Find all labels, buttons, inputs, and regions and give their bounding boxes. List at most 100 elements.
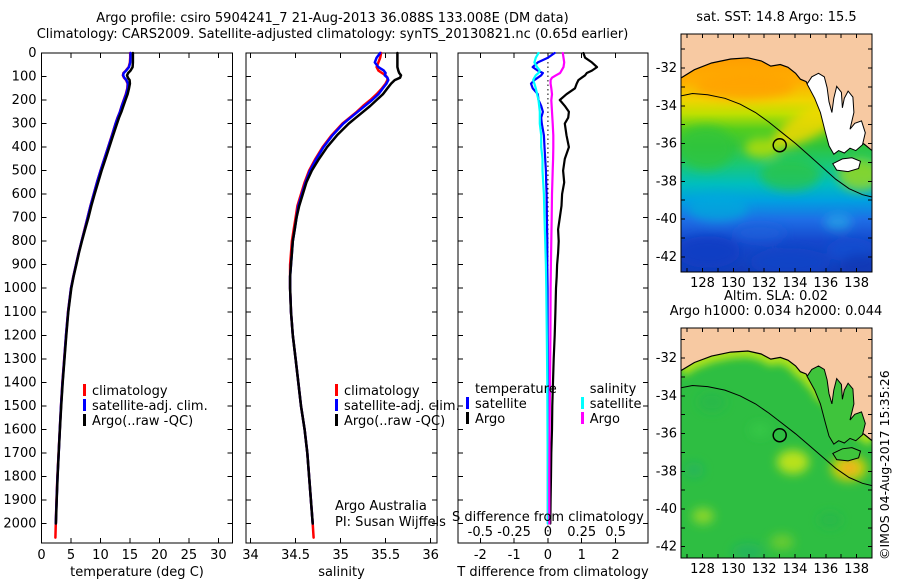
svg-text:1600: 1600	[3, 422, 36, 437]
red-line-swatch	[83, 384, 86, 396]
svg-text:134: 134	[783, 562, 808, 577]
svg-text:temperature (deg C): temperature (deg C)	[70, 565, 204, 580]
svg-text:1400: 1400	[3, 375, 36, 390]
legend-label: Argo(..raw -QC)	[92, 414, 194, 429]
svg-text:20: 20	[151, 548, 168, 563]
legend-label: satellite	[589, 397, 642, 412]
legend-item-satellite-t: satellite	[466, 397, 557, 412]
svg-text:900: 900	[12, 258, 37, 273]
legend-item-satellite-adj-clim: satellite-adj. clim.	[83, 399, 208, 414]
svg-text:400: 400	[12, 140, 37, 155]
blue-line-swatch	[466, 397, 469, 409]
svg-text:-40: -40	[656, 502, 677, 517]
svg-text:-36: -36	[656, 137, 677, 152]
svg-text:128: 128	[690, 276, 715, 291]
svg-text:600: 600	[12, 187, 37, 202]
red-line-swatch	[335, 384, 338, 396]
legend-header-temperature: temperature	[466, 382, 557, 397]
svg-text:1800: 1800	[3, 469, 36, 484]
svg-text:-0.25: -0.25	[497, 525, 531, 540]
svg-text:30: 30	[210, 548, 227, 563]
cyan-line-swatch	[580, 397, 584, 409]
svg-text:0: 0	[28, 46, 36, 61]
sla-title-line-2: Argo h1000: 0.034 h2000: 0.044	[669, 303, 883, 319]
black-line-swatch	[83, 414, 86, 426]
legend-item-argo: Argo(..raw -QC)	[335, 414, 460, 429]
svg-text:1200: 1200	[3, 328, 36, 343]
svg-text:-2: -2	[474, 548, 487, 563]
svg-text:S difference from climatology: S difference from climatology	[452, 510, 644, 525]
sla-map-title: Altim. SLA: 0.02 Argo h1000: 0.034 h2000…	[660, 289, 892, 319]
svg-text:5: 5	[67, 548, 75, 563]
svg-text:1700: 1700	[3, 446, 36, 461]
svg-text:134: 134	[783, 276, 808, 291]
svg-text:T difference from climatology: T difference from climatology	[456, 565, 649, 580]
svg-text:1900: 1900	[3, 493, 36, 508]
legend-header-label: salinity	[589, 382, 637, 397]
legend-label: Argo	[475, 412, 506, 427]
svg-text:34: 34	[242, 548, 259, 563]
legend-header-salinity: salinity	[581, 382, 642, 397]
svg-text:-42: -42	[656, 540, 677, 555]
svg-text:130: 130	[721, 562, 746, 577]
legend-label: Argo	[589, 412, 620, 427]
svg-text:132: 132	[752, 562, 777, 577]
salinity-legend: climatology satellite-adj. clim. Argo(..…	[335, 384, 460, 429]
svg-text:0.5: 0.5	[605, 525, 626, 540]
svg-text:136: 136	[813, 276, 838, 291]
svg-text:-32: -32	[656, 61, 677, 76]
magenta-line-swatch	[580, 412, 584, 424]
svg-text:25: 25	[181, 548, 198, 563]
svg-text:-38: -38	[656, 464, 677, 479]
legend-item-argo-t: Argo	[466, 412, 557, 427]
svg-text:34.5: 34.5	[281, 548, 310, 563]
svg-text:700: 700	[12, 211, 37, 226]
svg-text:128: 128	[690, 562, 715, 577]
legend-label: satellite-adj. clim.	[92, 399, 208, 414]
svg-text:1300: 1300	[3, 352, 36, 367]
sst-map-title: sat. SST: 14.8 Argo: 15.5	[696, 10, 857, 25]
blue-line-swatch	[83, 399, 86, 411]
title-line-1: Argo profile: csiro 5904241_7 21-Aug-201…	[96, 11, 569, 26]
svg-text:0: 0	[544, 548, 552, 563]
svg-text:130: 130	[721, 276, 746, 291]
legend-label: Argo(..raw -QC)	[344, 414, 446, 429]
svg-text:-34: -34	[656, 389, 677, 404]
black-line-swatch	[466, 412, 469, 424]
svg-text:-40: -40	[656, 212, 677, 227]
black-line-swatch	[335, 414, 338, 426]
svg-text:-38: -38	[656, 174, 677, 189]
svg-text:200: 200	[12, 93, 37, 108]
attribution-note: Argo Australia PI: Susan Wijffels	[335, 499, 446, 530]
temperature-legend: climatology satellite-adj. clim. Argo(..…	[83, 384, 208, 429]
svg-text:138: 138	[844, 276, 869, 291]
svg-text:-1: -1	[508, 548, 521, 563]
legend-label: satellite-adj. clim.	[344, 399, 460, 414]
blue-line-swatch	[335, 399, 338, 411]
svg-text:-36: -36	[656, 427, 677, 442]
svg-text:0.25: 0.25	[567, 525, 596, 540]
svg-text:1000: 1000	[3, 281, 36, 296]
svg-text:0: 0	[37, 548, 45, 563]
svg-text:-34: -34	[656, 99, 677, 114]
svg-text:-0.5: -0.5	[468, 525, 493, 540]
legend-item-satellite-s: satellite	[580, 397, 642, 412]
legend-item-satellite-adj-clim: satellite-adj. clim.	[335, 399, 460, 414]
legend-header-label: temperature	[475, 382, 557, 397]
svg-text:2000: 2000	[3, 516, 36, 531]
imos-credit: ©IMOS 04-Aug-2017 15:35:26	[877, 370, 892, 560]
svg-text:1: 1	[578, 548, 586, 563]
svg-text:132: 132	[752, 276, 777, 291]
difference-legend-salinity-column: salinity satellite Argo	[580, 382, 642, 427]
difference-legend-temperature-column: temperature satellite Argo	[466, 382, 557, 427]
svg-text:35: 35	[332, 548, 349, 563]
svg-text:-32: -32	[656, 351, 677, 366]
svg-text:1500: 1500	[3, 399, 36, 414]
svg-text:2: 2	[611, 548, 619, 563]
difference-legend: temperature satellite Argo salinity sate…	[466, 382, 641, 427]
svg-text:136: 136	[813, 562, 838, 577]
title-line-2: Climatology: CARS2009. Satellite-adjuste…	[36, 26, 629, 42]
svg-text:-42: -42	[656, 250, 677, 265]
